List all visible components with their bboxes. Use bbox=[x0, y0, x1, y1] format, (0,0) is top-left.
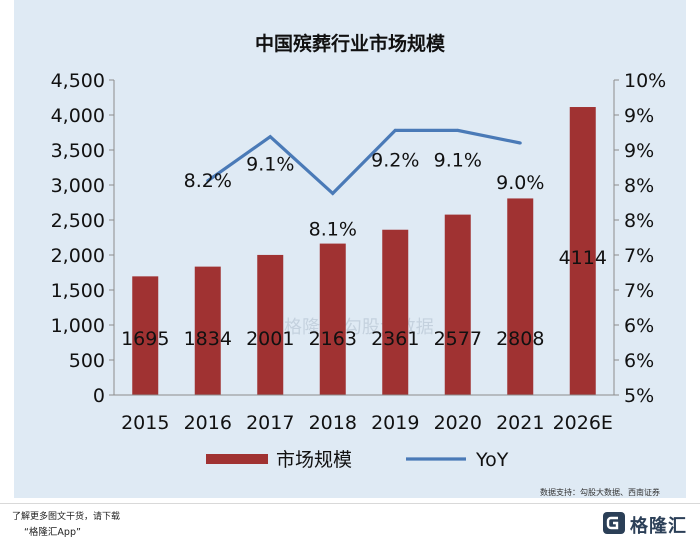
legend: 市场规模 YoY bbox=[206, 449, 509, 471]
left-tick-label: 3,000 bbox=[51, 175, 105, 197]
yoy-point bbox=[393, 128, 397, 132]
right-tick-label: 10% bbox=[624, 70, 666, 92]
yoy-value-labels: 8.2% 9.1% 8.1% 9.2% 9.1% 9.0% bbox=[184, 149, 545, 240]
right-tick-label: 6% bbox=[624, 315, 654, 337]
x-tick-label: 2018 bbox=[309, 412, 357, 434]
right-tick-label: 5% bbox=[624, 385, 654, 407]
legend-bar-label: 市场规模 bbox=[276, 449, 352, 471]
yoy-line-series bbox=[206, 128, 522, 196]
right-tick-label: 8% bbox=[624, 175, 654, 197]
footer-divider bbox=[0, 503, 700, 504]
legend-line-label: YoY bbox=[475, 449, 509, 471]
left-tick-label: 3,500 bbox=[51, 140, 105, 162]
yoy-point bbox=[268, 135, 272, 139]
legend-bar-swatch bbox=[206, 454, 268, 464]
bar-series bbox=[132, 107, 596, 396]
yoy-point bbox=[331, 191, 335, 195]
right-tick-label: 7% bbox=[624, 280, 654, 302]
footer-line-2: “格隆汇App” bbox=[24, 527, 81, 538]
left-axis: 0 500 1,000 1,500 2,000 2,500 3,000 3,500 4,000 4… bbox=[51, 70, 115, 407]
bar-value-label: 4114 bbox=[559, 247, 607, 269]
yoy-value-label: 9.1% bbox=[246, 154, 294, 176]
bar-value-label: 2808 bbox=[496, 328, 544, 350]
right-tick-label: 6% bbox=[624, 350, 654, 372]
left-tick-label: 0 bbox=[93, 385, 105, 407]
left-tick-label: 4,500 bbox=[51, 70, 105, 92]
x-tick-label: 2017 bbox=[246, 412, 294, 434]
right-tick-label: 9% bbox=[624, 105, 654, 127]
bar-value-label: 1695 bbox=[121, 328, 169, 350]
left-tick-label: 4,000 bbox=[51, 105, 105, 127]
x-tick-label: 2016 bbox=[184, 412, 232, 434]
bar bbox=[382, 229, 409, 395]
x-axis: 2015 2016 2017 2018 2019 2020 2021 2026E bbox=[114, 394, 614, 434]
x-tick-label: 2020 bbox=[434, 412, 482, 434]
yoy-point bbox=[206, 179, 210, 183]
left-tick-label: 2,000 bbox=[51, 245, 105, 267]
footer-promo: 了解更多图文干货，请下载 “格隆汇App” bbox=[12, 510, 120, 540]
right-tick-label: 7% bbox=[624, 245, 654, 267]
bar bbox=[569, 107, 596, 396]
left-tick-label: 2,500 bbox=[51, 210, 105, 232]
bar bbox=[194, 266, 221, 395]
bar bbox=[319, 243, 346, 395]
yoy-point bbox=[456, 128, 460, 132]
source-note: 数据支持：勾股大数据、西南证券 bbox=[540, 488, 660, 497]
footer-line-1: 了解更多图文干货，请下载 bbox=[12, 512, 121, 522]
x-tick-label: 2019 bbox=[371, 412, 419, 434]
brand-logo: 格隆汇 bbox=[602, 509, 690, 547]
yoy-value-label: 9.1% bbox=[434, 149, 482, 171]
brand-name: 格隆汇 bbox=[630, 516, 687, 537]
chart-panel: 中国殡葬行业市场规模 格隆汇 勾股大数据 0 500 1,000 1,500 2,000… bbox=[14, 0, 686, 498]
bar-value-label: 1834 bbox=[184, 328, 232, 350]
bar-value-label: 2001 bbox=[246, 328, 294, 350]
bar bbox=[507, 198, 534, 395]
bar bbox=[132, 276, 159, 395]
bar bbox=[257, 254, 284, 395]
right-tick-label: 9% bbox=[624, 140, 654, 162]
yoy-value-label: 8.2% bbox=[184, 170, 232, 192]
bar-value-label: 2577 bbox=[434, 328, 482, 350]
bar-value-label: 2163 bbox=[309, 328, 357, 350]
right-tick-label: 8% bbox=[624, 210, 654, 232]
left-tick-label: 1,500 bbox=[51, 280, 105, 302]
x-tick-label: 2021 bbox=[496, 412, 544, 434]
bar-value-labels: 1695 1834 2001 2163 2361 2577 2808 4114 bbox=[121, 247, 607, 350]
bar bbox=[444, 214, 471, 395]
left-tick-label: 500 bbox=[69, 350, 105, 372]
yoy-line bbox=[206, 128, 521, 196]
x-tick-label: 2026E bbox=[553, 412, 613, 434]
chart-title: 中国殡葬行业市场规模 bbox=[255, 32, 446, 55]
right-axis: 5% 6% 6% 7% 7% 8% 8% 9% 9% 10% bbox=[613, 70, 666, 407]
market-size-chart: 中国殡葬行业市场规模 格隆汇 勾股大数据 05001,0001,5002,000… bbox=[51, 32, 667, 471]
yoy-value-label: 9.2% bbox=[371, 149, 419, 171]
bar-value-label: 2361 bbox=[371, 328, 419, 350]
left-tick-label: 1,000 bbox=[51, 315, 105, 337]
yoy-point bbox=[518, 141, 522, 145]
yoy-value-label: 8.1% bbox=[309, 218, 357, 240]
brand-mark-icon bbox=[603, 512, 625, 534]
x-tick-label: 2015 bbox=[121, 412, 169, 434]
yoy-value-label: 9.0% bbox=[496, 172, 544, 194]
